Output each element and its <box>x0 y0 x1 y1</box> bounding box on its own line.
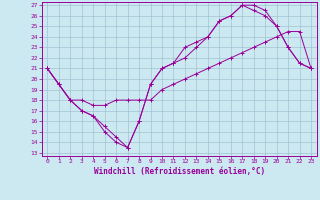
X-axis label: Windchill (Refroidissement éolien,°C): Windchill (Refroidissement éolien,°C) <box>94 167 265 176</box>
